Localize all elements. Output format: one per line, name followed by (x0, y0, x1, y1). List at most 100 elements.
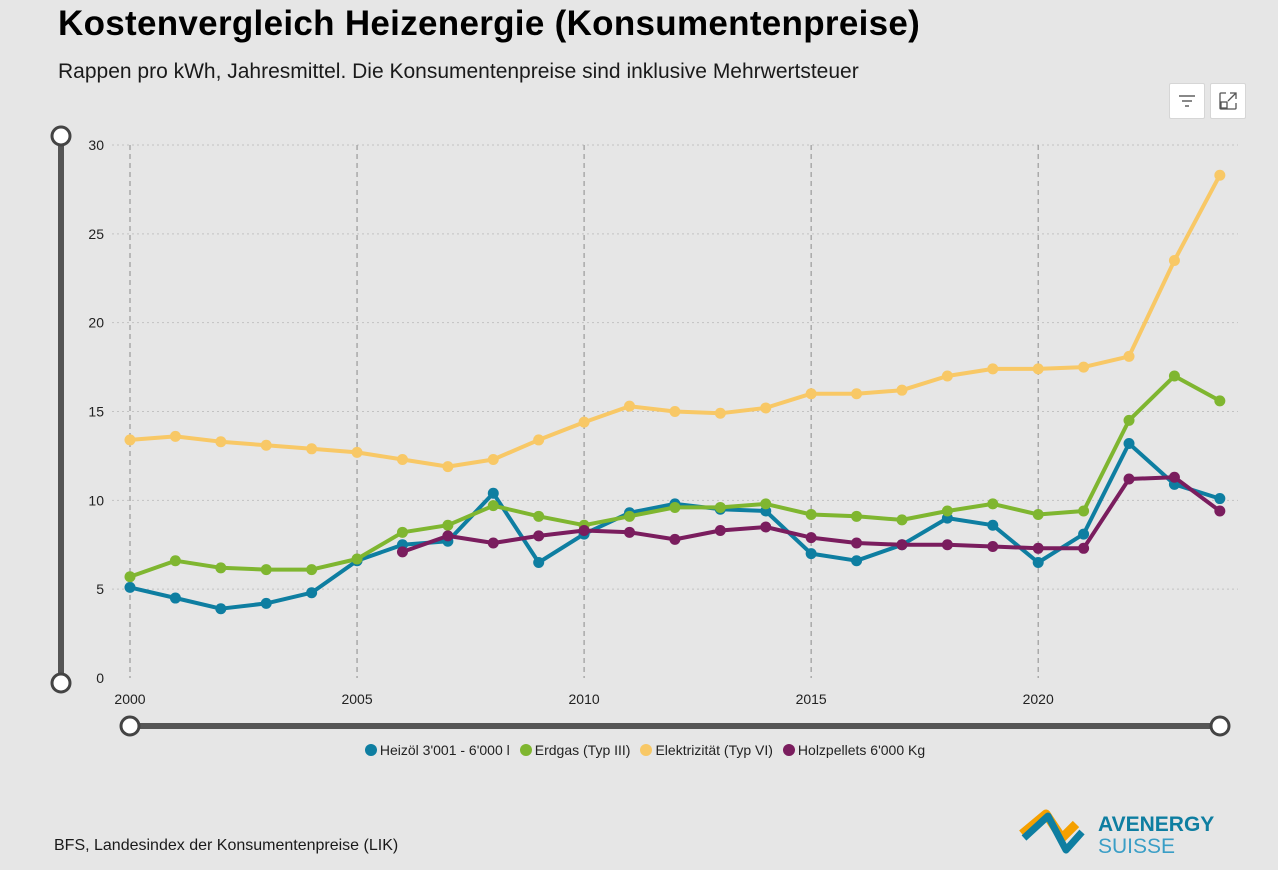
x-range-slider[interactable] (119, 715, 1231, 737)
legend-label: Elektrizität (Typ VI) (655, 742, 773, 758)
data-point[interactable] (1123, 473, 1135, 485)
data-point[interactable] (533, 434, 545, 446)
data-point[interactable] (624, 510, 636, 522)
data-point[interactable] (1123, 437, 1135, 449)
y-slider-max-handle[interactable] (50, 125, 72, 147)
data-point[interactable] (124, 581, 136, 593)
data-point[interactable] (1032, 509, 1044, 521)
data-point[interactable] (851, 388, 863, 400)
data-point[interactable] (578, 525, 590, 537)
data-point[interactable] (1214, 493, 1226, 505)
data-point[interactable] (1168, 471, 1180, 483)
data-point[interactable] (760, 498, 772, 510)
data-point[interactable] (1078, 528, 1090, 540)
x-slider-max-handle[interactable] (1209, 715, 1231, 737)
data-point[interactable] (1032, 557, 1044, 569)
data-point[interactable] (215, 436, 227, 448)
data-point[interactable] (1214, 505, 1226, 517)
data-point[interactable] (1214, 395, 1226, 407)
y-slider-min-handle[interactable] (50, 672, 72, 694)
y-tick-label: 15 (88, 404, 104, 420)
data-point[interactable] (669, 533, 681, 545)
data-point[interactable] (533, 530, 545, 542)
data-point[interactable] (760, 402, 772, 414)
data-point[interactable] (805, 509, 817, 521)
data-point[interactable] (442, 461, 454, 473)
data-point[interactable] (1032, 363, 1044, 375)
data-point[interactable] (669, 406, 681, 417)
y-tick-label: 20 (88, 315, 104, 331)
data-point[interactable] (169, 555, 181, 567)
data-point[interactable] (851, 537, 863, 549)
legend-item[interactable]: Erdgas (Typ III) (519, 742, 630, 758)
legend-item[interactable]: Elektrizität (Typ VI) (640, 742, 773, 758)
data-point[interactable] (669, 501, 681, 513)
data-point[interactable] (578, 416, 590, 428)
data-point[interactable] (624, 526, 636, 538)
x-axis: 2000 2005 2010 2015 2020 (114, 691, 1054, 707)
data-point[interactable] (941, 505, 953, 517)
data-point[interactable] (260, 564, 272, 576)
data-point[interactable] (215, 603, 227, 615)
data-point[interactable] (533, 557, 545, 569)
data-point[interactable] (805, 548, 817, 560)
data-point[interactable] (442, 519, 454, 531)
data-point[interactable] (1032, 542, 1044, 554)
data-point[interactable] (169, 592, 181, 604)
data-point[interactable] (442, 530, 454, 542)
data-point[interactable] (487, 453, 499, 465)
legend-marker (782, 744, 795, 756)
data-point[interactable] (124, 571, 136, 583)
data-point[interactable] (533, 510, 545, 522)
data-point[interactable] (1078, 361, 1090, 373)
legend-item[interactable]: Heizöl 3'001 - 6'000 l (364, 742, 510, 758)
data-point[interactable] (714, 407, 726, 419)
data-point[interactable] (306, 443, 318, 455)
data-point[interactable] (260, 439, 272, 451)
series-2 (124, 169, 1226, 473)
data-point[interactable] (941, 370, 953, 382)
data-point[interactable] (169, 430, 181, 442)
data-point[interactable] (851, 555, 863, 567)
data-point[interactable] (351, 446, 363, 458)
data-point[interactable] (1168, 370, 1180, 382)
legend-item[interactable]: Holzpellets 6'000 Kg (782, 742, 925, 758)
data-point[interactable] (351, 553, 363, 565)
data-point[interactable] (760, 521, 772, 533)
data-point[interactable] (1168, 254, 1180, 266)
data-point[interactable] (987, 363, 999, 375)
data-point[interactable] (306, 564, 318, 576)
data-point[interactable] (396, 546, 408, 558)
data-point[interactable] (396, 453, 408, 465)
data-point[interactable] (896, 514, 908, 526)
data-point[interactable] (124, 434, 136, 446)
data-point[interactable] (714, 501, 726, 513)
y-range-slider[interactable] (50, 125, 72, 694)
data-point[interactable] (260, 597, 272, 609)
data-point[interactable] (987, 519, 999, 531)
data-point[interactable] (624, 400, 636, 412)
expand-button[interactable] (1210, 83, 1246, 119)
data-point[interactable] (215, 562, 227, 574)
data-point[interactable] (987, 498, 999, 510)
data-point[interactable] (396, 526, 408, 538)
data-point[interactable] (1123, 350, 1135, 362)
data-point[interactable] (487, 500, 499, 512)
data-point[interactable] (941, 539, 953, 551)
x-slider-min-handle[interactable] (119, 715, 141, 737)
filter-button[interactable] (1169, 83, 1205, 119)
data-point[interactable] (896, 539, 908, 551)
data-point[interactable] (487, 537, 499, 549)
data-point[interactable] (1123, 414, 1135, 426)
data-point[interactable] (896, 384, 908, 396)
data-point[interactable] (805, 388, 817, 400)
data-point[interactable] (714, 525, 726, 537)
data-point[interactable] (1078, 542, 1090, 554)
data-point[interactable] (1078, 505, 1090, 517)
data-point[interactable] (1214, 169, 1226, 181)
data-point[interactable] (851, 510, 863, 522)
data-point[interactable] (805, 532, 817, 544)
data-point[interactable] (306, 587, 318, 599)
data-point[interactable] (487, 487, 499, 499)
data-point[interactable] (987, 541, 999, 553)
